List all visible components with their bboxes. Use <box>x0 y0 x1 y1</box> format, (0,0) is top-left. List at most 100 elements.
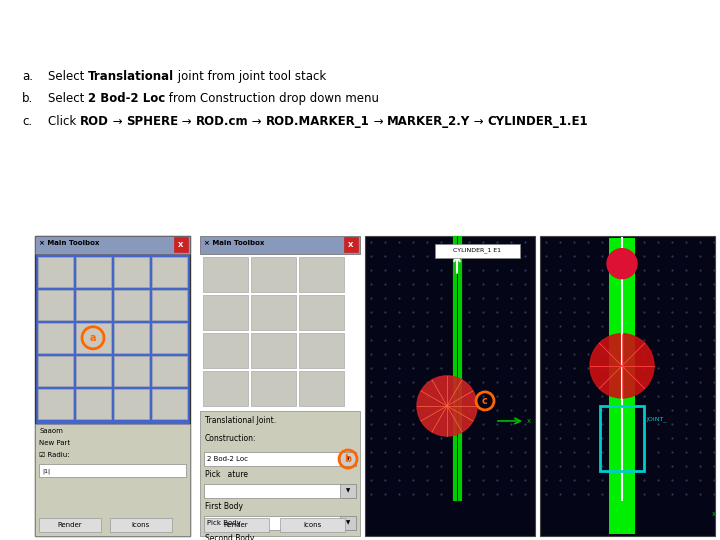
Text: MARKER_2.Y: MARKER_2.Y <box>387 116 470 129</box>
Bar <box>76 256 111 287</box>
Bar <box>152 389 187 419</box>
Text: x: x <box>712 511 716 517</box>
Bar <box>435 244 520 258</box>
Text: ⨯ Main Toolbox: ⨯ Main Toolbox <box>204 240 264 246</box>
Text: →: → <box>109 116 126 129</box>
Text: REALITY™: REALITY™ <box>58 516 96 525</box>
Text: Select: Select <box>48 92 88 105</box>
Text: ▼: ▼ <box>346 521 350 525</box>
Text: →: → <box>179 116 196 129</box>
Bar <box>152 323 187 353</box>
Text: ▼: ▼ <box>346 456 350 462</box>
Circle shape <box>590 334 654 398</box>
Circle shape <box>618 522 626 530</box>
Bar <box>200 235 360 254</box>
Text: |1|: |1| <box>42 468 50 474</box>
Bar <box>203 256 248 292</box>
Text: from Construction drop down menu: from Construction drop down menu <box>166 92 379 105</box>
Bar <box>38 356 73 386</box>
Bar <box>340 516 356 530</box>
Text: Select: Select <box>48 70 88 83</box>
Text: Translational Joint.: Translational Joint. <box>205 416 276 425</box>
Bar <box>340 452 356 466</box>
Text: Translational: Translational <box>88 70 174 83</box>
Bar <box>365 235 535 536</box>
Text: a: a <box>90 333 96 343</box>
Bar <box>299 333 344 368</box>
Text: Render: Render <box>224 522 248 528</box>
Text: Create a Translational Joint: Create a Translational Joint <box>9 17 284 35</box>
Bar <box>203 295 248 330</box>
Text: joint from joint tool stack: joint from joint tool stack <box>174 70 326 83</box>
Bar <box>299 371 344 406</box>
Text: 6: 6 <box>621 516 629 525</box>
Bar <box>35 424 190 536</box>
Text: ☑ Radiu:: ☑ Radiu: <box>39 452 70 458</box>
Bar <box>152 289 187 320</box>
Text: Saaom: Saaom <box>39 428 63 434</box>
Bar <box>38 323 73 353</box>
Bar <box>38 389 73 419</box>
Bar <box>251 333 296 368</box>
Text: ⨯ Main Toolbox: ⨯ Main Toolbox <box>39 240 99 246</box>
Bar <box>344 237 358 252</box>
Text: ▼: ▼ <box>346 489 350 494</box>
Text: →: → <box>248 116 266 129</box>
Bar <box>114 323 149 353</box>
Bar <box>114 356 149 386</box>
Text: New Part: New Part <box>39 440 70 446</box>
Text: X: X <box>179 241 184 248</box>
Text: c: c <box>482 396 488 406</box>
Text: b.: b. <box>22 92 33 105</box>
Circle shape <box>417 376 477 436</box>
Text: Construction:: Construction: <box>205 434 256 443</box>
Text: CYLINDER_1 E1: CYLINDER_1 E1 <box>453 248 501 253</box>
Bar <box>251 256 296 292</box>
Text: SPHERE: SPHERE <box>126 116 179 129</box>
Bar <box>76 289 111 320</box>
Text: First Body: First Body <box>205 502 243 511</box>
Bar <box>200 411 360 536</box>
Bar <box>251 371 296 406</box>
Text: a.: a. <box>22 70 33 83</box>
Bar <box>152 356 187 386</box>
Bar <box>76 389 111 419</box>
Text: JOINT_: JOINT_ <box>646 416 667 422</box>
Bar <box>203 371 248 406</box>
Bar <box>204 484 356 498</box>
Circle shape <box>607 248 637 279</box>
Bar <box>280 518 345 532</box>
Bar <box>114 256 149 287</box>
Text: x: x <box>527 418 531 424</box>
Text: →: → <box>369 116 387 129</box>
Bar <box>114 289 149 320</box>
Bar <box>110 518 172 532</box>
Bar <box>204 516 356 530</box>
Bar <box>38 289 73 320</box>
Text: Pick   ature: Pick ature <box>205 470 248 479</box>
Bar <box>251 295 296 330</box>
Bar <box>340 484 356 498</box>
Text: b: b <box>344 454 351 464</box>
Text: MSC  Software: MSC Software <box>643 516 712 525</box>
Bar <box>76 356 111 386</box>
Text: ROD: ROD <box>80 116 109 129</box>
Text: ROD.MARKER_1: ROD.MARKER_1 <box>266 116 369 129</box>
Text: Second Body: Second Body <box>205 534 254 540</box>
Bar <box>204 518 269 532</box>
Text: ROD.cm: ROD.cm <box>196 116 248 129</box>
Bar <box>204 452 356 466</box>
Bar <box>152 256 187 287</box>
Text: Icons: Icons <box>303 522 321 528</box>
Bar <box>600 406 644 471</box>
Bar <box>299 256 344 292</box>
Text: simulating: simulating <box>8 516 70 525</box>
Bar <box>39 518 101 532</box>
Text: Icons: Icons <box>132 522 150 528</box>
Text: 2 Bod-2 Loc: 2 Bod-2 Loc <box>207 456 248 462</box>
Bar <box>39 464 186 477</box>
Bar <box>114 389 149 419</box>
Bar <box>299 295 344 330</box>
Text: Pick Body: Pick Body <box>207 520 240 526</box>
Text: Click: Click <box>48 116 80 129</box>
